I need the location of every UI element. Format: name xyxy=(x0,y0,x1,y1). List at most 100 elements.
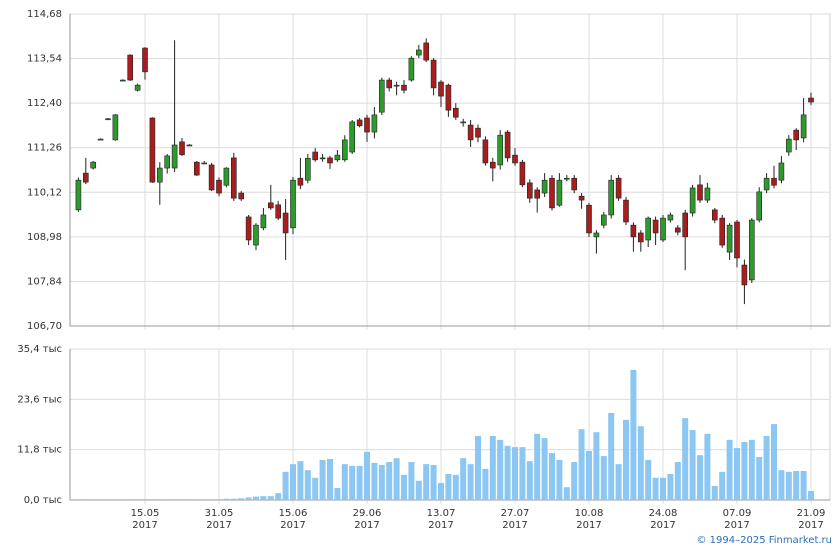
y-tick-label: 113,54 xyxy=(27,54,62,65)
volume-bar xyxy=(526,461,533,500)
x-tick-label: 27.07 2017 xyxy=(500,508,530,531)
y-tick-label: 23,6 тыс xyxy=(17,394,62,405)
candle-body xyxy=(645,217,652,241)
candle-body xyxy=(793,129,800,141)
candle-body xyxy=(282,212,289,234)
volume-bar xyxy=(497,439,504,500)
candle-body xyxy=(652,219,659,234)
candle-body xyxy=(134,84,141,91)
candle-body xyxy=(304,157,311,181)
volume-bar xyxy=(660,477,666,500)
volume-bar xyxy=(748,439,755,500)
candle-body xyxy=(319,157,326,160)
volume-bar xyxy=(97,499,104,501)
volume-bar xyxy=(571,462,578,500)
x-tick-label: 15.05 2017 xyxy=(130,508,160,531)
candle-body xyxy=(171,144,178,169)
volume-bar xyxy=(193,499,200,501)
volume-bar xyxy=(223,498,230,500)
volume-bar xyxy=(667,473,674,500)
volume-bar xyxy=(208,499,215,501)
volume-bar xyxy=(282,471,289,500)
volume-bar xyxy=(127,499,134,501)
volume-bar xyxy=(489,436,496,500)
volume-bar xyxy=(82,499,89,501)
volume-bar xyxy=(371,462,378,500)
candle-body xyxy=(164,155,170,169)
volume-bar xyxy=(697,455,703,500)
volume-bar xyxy=(319,459,326,500)
candle-body xyxy=(290,179,296,229)
candle-body xyxy=(660,217,666,241)
volume-bar xyxy=(504,445,511,500)
candle-body xyxy=(260,214,267,229)
volume-bar xyxy=(615,464,622,500)
y-tick-label: 35,4 тыс xyxy=(17,344,62,355)
candle-body xyxy=(800,114,807,139)
volume-bar xyxy=(586,450,592,500)
candle-body xyxy=(711,209,718,221)
candle-body xyxy=(489,161,496,169)
candle-body xyxy=(401,84,407,91)
candle-body xyxy=(238,192,244,200)
candle-body xyxy=(253,224,259,246)
volume-bar xyxy=(164,499,171,501)
volume-bar xyxy=(438,482,444,500)
candle-body xyxy=(519,161,526,186)
volume-bar xyxy=(275,493,282,500)
y-tick-label: 110,12 xyxy=(27,187,62,198)
candle-body xyxy=(571,177,578,191)
volume-bar xyxy=(467,464,474,500)
volume-bar xyxy=(763,436,770,500)
plot-area xyxy=(69,13,831,327)
candle-body xyxy=(297,177,304,186)
volume-bar xyxy=(75,499,82,501)
candle-body xyxy=(697,184,703,201)
volume-bar xyxy=(364,451,370,500)
volume-bar xyxy=(808,491,814,500)
volume-bar xyxy=(386,462,393,500)
y-tick-label: 107,84 xyxy=(27,276,62,287)
candle-body xyxy=(512,154,518,164)
volume-bar xyxy=(711,485,718,500)
candle-body xyxy=(356,119,363,127)
candle-body xyxy=(231,157,237,199)
candle-body xyxy=(771,177,777,186)
volume-bar xyxy=(645,459,652,500)
candle-body xyxy=(157,167,163,183)
x-tick-label: 07.09 2017 xyxy=(722,508,752,531)
volume-bar xyxy=(785,471,792,500)
x-tick-label: 10.08 2017 xyxy=(574,508,604,531)
candle-body xyxy=(593,232,600,238)
x-tick-label: 13.07 2017 xyxy=(426,508,456,531)
candle-body xyxy=(563,177,570,180)
volume-bar xyxy=(475,436,481,500)
volume-bar xyxy=(482,468,489,500)
candle-body xyxy=(216,179,222,194)
candle-body xyxy=(778,162,785,181)
volume-bar xyxy=(179,499,185,501)
volume-bar xyxy=(201,499,208,501)
candle-body xyxy=(349,121,356,153)
candle-body xyxy=(179,141,185,156)
candle-body xyxy=(97,138,104,141)
volume-bar xyxy=(216,499,222,501)
candle-body xyxy=(201,162,207,165)
candle-body xyxy=(475,127,481,138)
volume-bar xyxy=(119,499,126,501)
y-tick-label: 114,68 xyxy=(27,9,62,20)
candle-body xyxy=(497,134,504,166)
volume-bar xyxy=(600,456,607,500)
volume-bar xyxy=(652,477,659,500)
candle-body xyxy=(526,182,533,199)
candle-body xyxy=(482,139,489,164)
x-tick-label: 15.06 2017 xyxy=(278,508,308,531)
volume-bar xyxy=(356,465,363,500)
candle-body xyxy=(534,189,541,199)
y-tick-label: 111,26 xyxy=(27,143,62,154)
candle-body xyxy=(578,195,585,201)
y-tick-label: 11,8 тыс xyxy=(17,445,62,456)
volume-bar xyxy=(512,447,518,500)
volume-bar xyxy=(778,470,785,500)
